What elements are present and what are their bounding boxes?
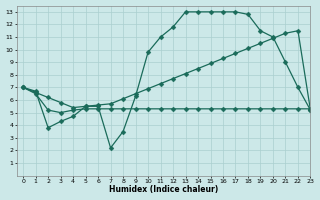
X-axis label: Humidex (Indice chaleur): Humidex (Indice chaleur): [109, 185, 218, 194]
